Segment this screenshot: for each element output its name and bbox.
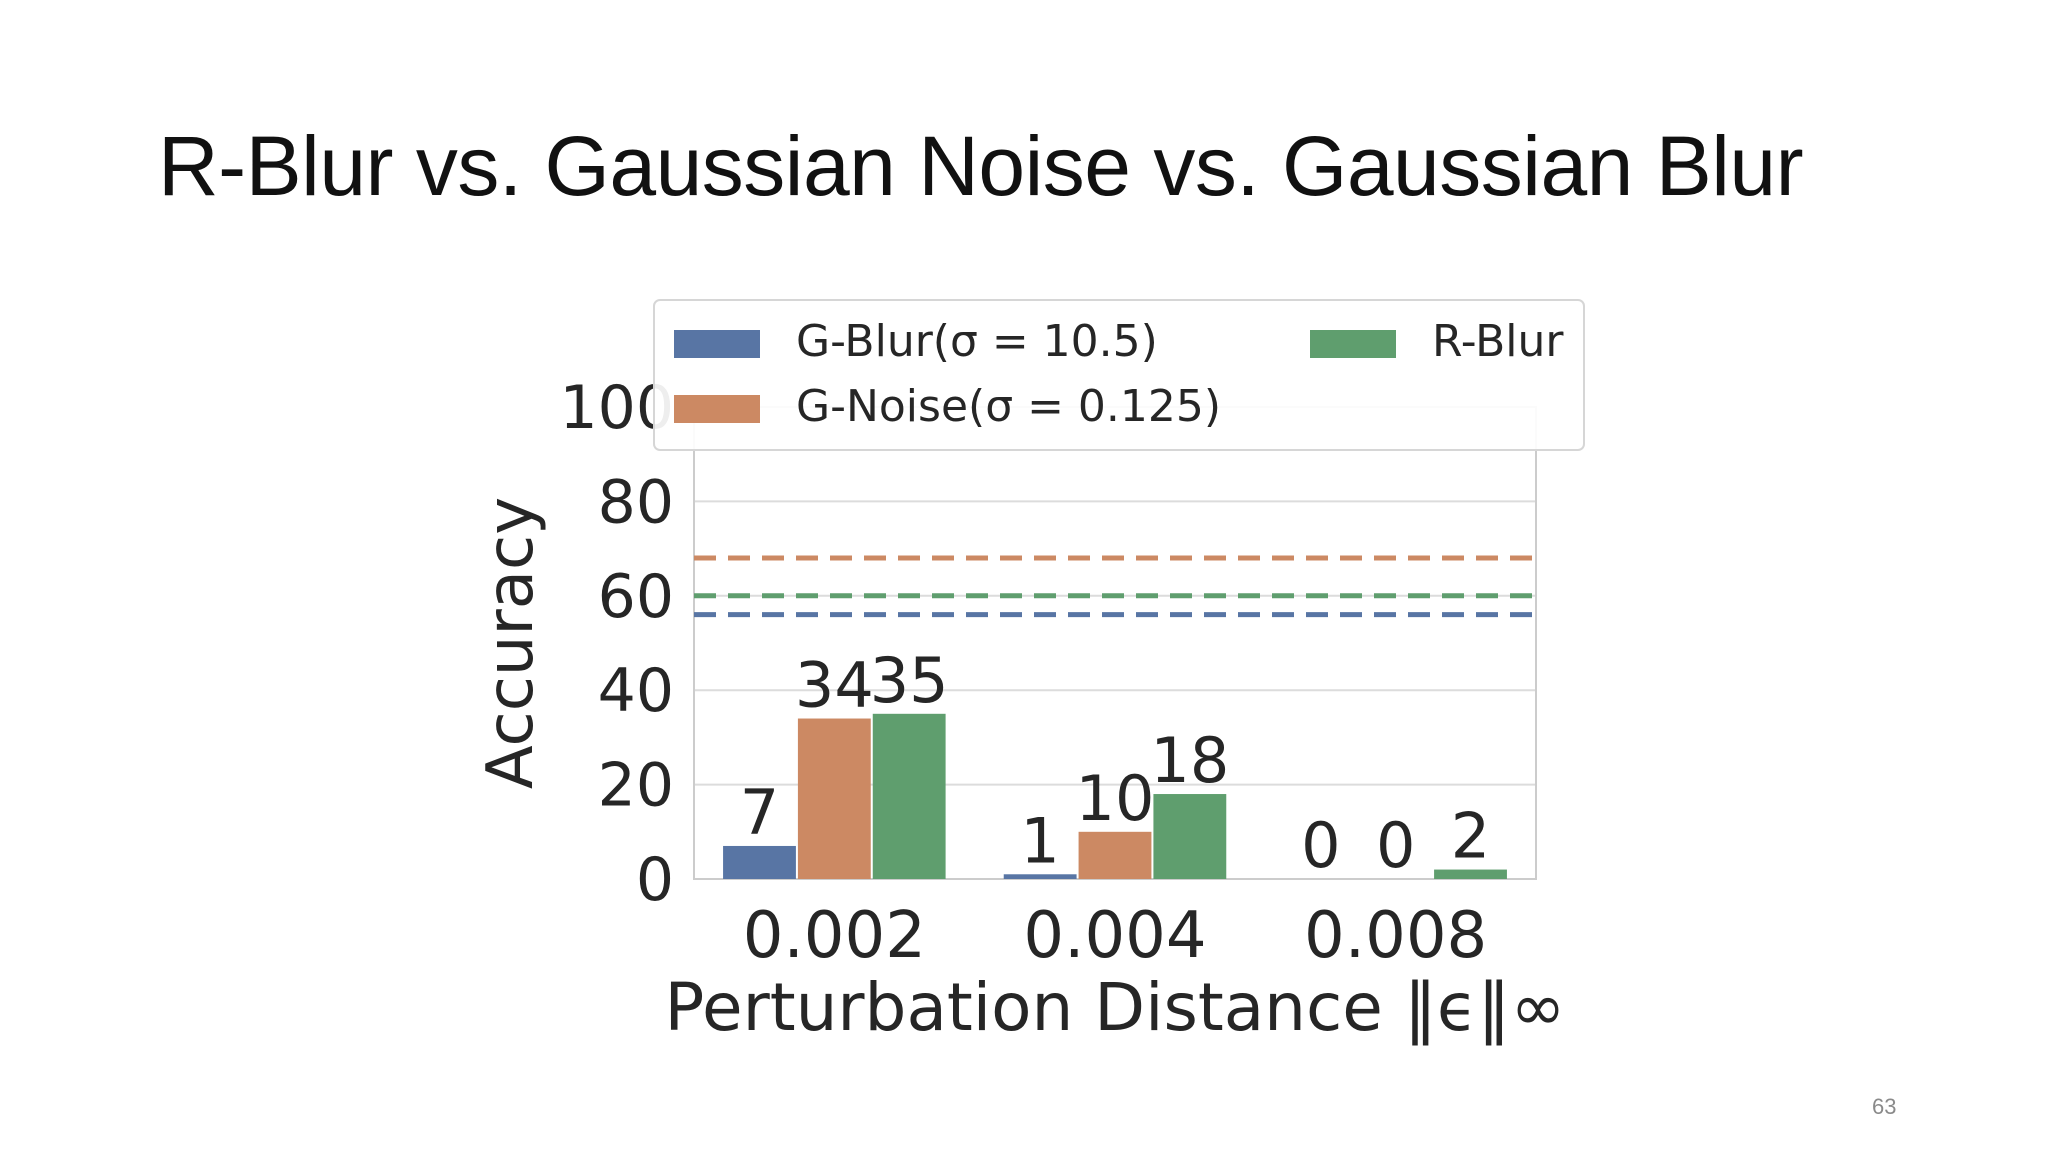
data-label-0.008-1: 0: [1376, 809, 1415, 882]
data-label-0.002-2: 35: [870, 644, 949, 717]
data-label-0.008-0: 0: [1301, 809, 1340, 882]
baseline-lines: [694, 555, 1536, 618]
y-tick-60: 60: [598, 562, 674, 632]
bar-0.008-2: [1434, 869, 1507, 879]
x-tick-0: 0.002: [743, 899, 926, 973]
legend-swatch-0: [674, 330, 760, 358]
bar-0.004-1: [1078, 831, 1152, 879]
data-label-0.002-1: 34: [795, 649, 874, 722]
legend-label-0: G-Blur(σ = 10.5): [796, 316, 1158, 367]
legend: G-Blur(σ = 10.5) G-Noise(σ = 0.125) R-Blur: [653, 299, 1585, 451]
y-axis-label: Accuracy: [474, 497, 548, 789]
slide-title: R-Blur vs. Gaussian Noise vs. Gaussian B…: [158, 119, 1804, 213]
x-axis-label: Perturbation Distance ‖ϵ‖∞: [665, 969, 1566, 1046]
bar-0.004-0: [1003, 874, 1077, 879]
legend-label-2: R-Blur: [1432, 316, 1564, 367]
data-label-0.002-0: 7: [740, 776, 779, 849]
data-label-0.004-0: 1: [1020, 804, 1059, 877]
y-tick-0: 0: [636, 845, 674, 915]
data-label-0.004-1: 10: [1076, 762, 1155, 835]
bar-0.002-0: [723, 845, 796, 879]
bar-0.002-1: [797, 718, 871, 879]
y-tick-20: 20: [598, 751, 674, 821]
x-tick-1: 0.004: [1023, 899, 1206, 973]
bars: [723, 713, 1507, 879]
data-label-0.004-2: 18: [1150, 724, 1229, 797]
page-number: 63: [1872, 1094, 1897, 1119]
bar-0.004-2: [1153, 794, 1227, 879]
legend-swatch-1: [674, 395, 760, 423]
y-tick-80: 80: [598, 467, 674, 537]
legend-label-1: G-Noise(σ = 0.125): [796, 381, 1221, 432]
x-tick-labels: 0.002 0.004 0.008: [743, 899, 1488, 973]
data-label-0.008-2: 2: [1451, 800, 1490, 873]
legend-swatch-2: [1310, 330, 1396, 358]
x-tick-2: 0.008: [1304, 899, 1487, 973]
bar-0.002-2: [872, 713, 946, 879]
y-tick-40: 40: [598, 656, 674, 726]
